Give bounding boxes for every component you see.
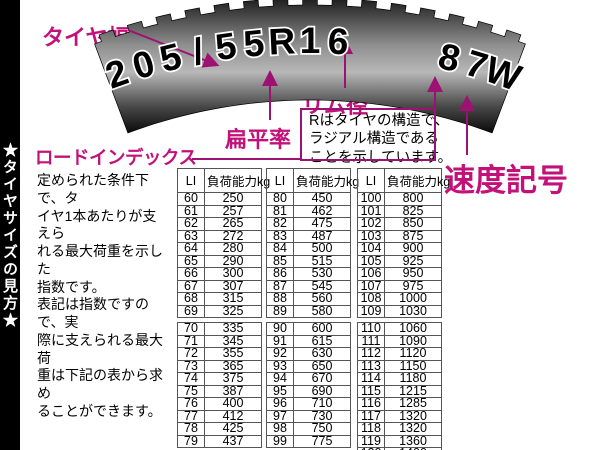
svg-text:1: 1 xyxy=(300,20,321,61)
svg-text:5: 5 xyxy=(242,22,266,65)
svg-text:6: 6 xyxy=(327,21,350,63)
svg-text:R: R xyxy=(268,20,297,62)
